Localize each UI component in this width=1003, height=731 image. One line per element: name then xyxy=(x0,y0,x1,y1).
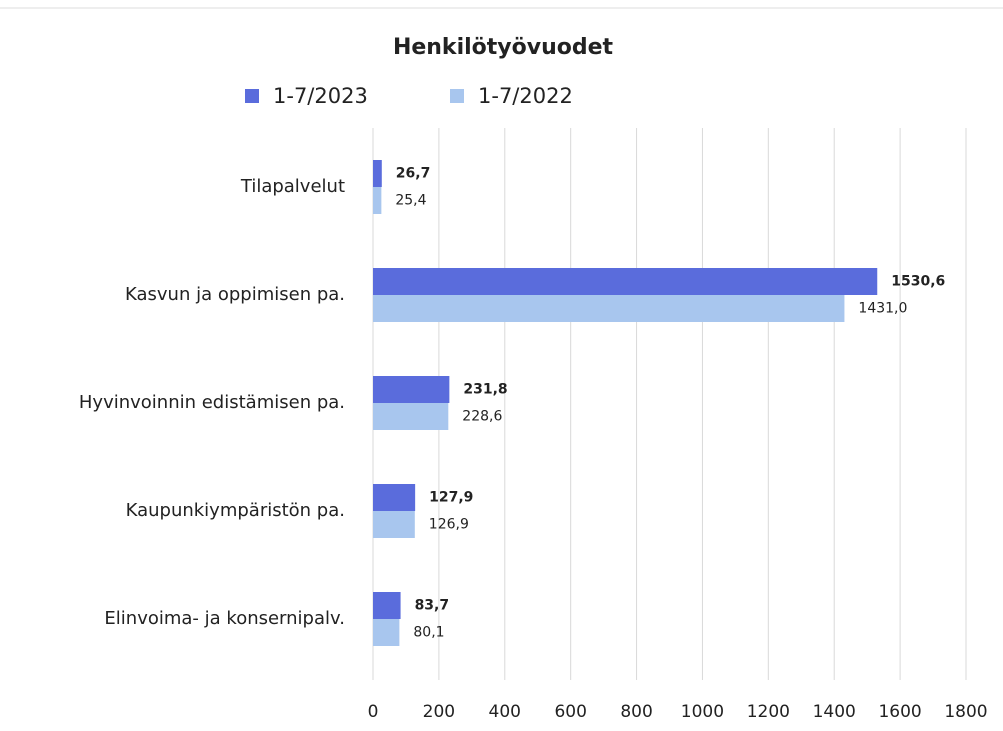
legend-swatch xyxy=(450,89,464,103)
data-label: 25,4 xyxy=(395,193,426,209)
x-tick-label: 1800 xyxy=(944,702,987,722)
data-label: 231,8 xyxy=(463,382,507,398)
y-tick-label: Elinvoima- ja konsernipalv. xyxy=(104,608,345,629)
data-label: 127,9 xyxy=(429,490,473,506)
bar xyxy=(373,268,878,295)
bar xyxy=(373,484,416,511)
bar xyxy=(373,160,382,187)
x-tick-label: 1000 xyxy=(681,702,724,722)
legend-label: 1-7/2022 xyxy=(478,84,573,108)
x-tick-label: 200 xyxy=(423,702,455,722)
x-tick-label: 400 xyxy=(489,702,521,722)
x-tick-label: 0 xyxy=(368,702,379,722)
data-label: 126,9 xyxy=(429,517,469,533)
bar xyxy=(373,376,450,403)
bar xyxy=(373,403,449,430)
data-label: 80,1 xyxy=(413,625,444,641)
chart-title: Henkilötyövuodet xyxy=(393,35,614,60)
y-tick-label: Kaupunkiympäristön pa. xyxy=(126,500,345,521)
bar xyxy=(373,511,415,538)
data-label: 26,7 xyxy=(396,166,431,182)
x-tick-label: 1600 xyxy=(878,702,921,722)
x-tick-label: 800 xyxy=(620,702,652,722)
legend-swatch xyxy=(245,89,259,103)
y-tick-label: Tilapalvelut xyxy=(240,176,345,197)
x-tick-label: 600 xyxy=(554,702,586,722)
data-label: 228,6 xyxy=(462,409,502,425)
bar xyxy=(373,187,382,214)
bar xyxy=(373,592,401,619)
legend-label: 1-7/2023 xyxy=(273,84,368,108)
bar xyxy=(373,619,400,646)
data-label: 1431,0 xyxy=(858,301,907,317)
x-tick-label: 1400 xyxy=(813,702,856,722)
bar xyxy=(373,295,845,322)
x-tick-label: 1200 xyxy=(747,702,790,722)
data-label: 83,7 xyxy=(415,598,450,614)
y-tick-label: Hyvinvoinnin edistämisen pa. xyxy=(79,392,345,413)
y-tick-label: Kasvun ja oppimisen pa. xyxy=(125,284,345,305)
data-label: 1530,6 xyxy=(891,274,945,290)
